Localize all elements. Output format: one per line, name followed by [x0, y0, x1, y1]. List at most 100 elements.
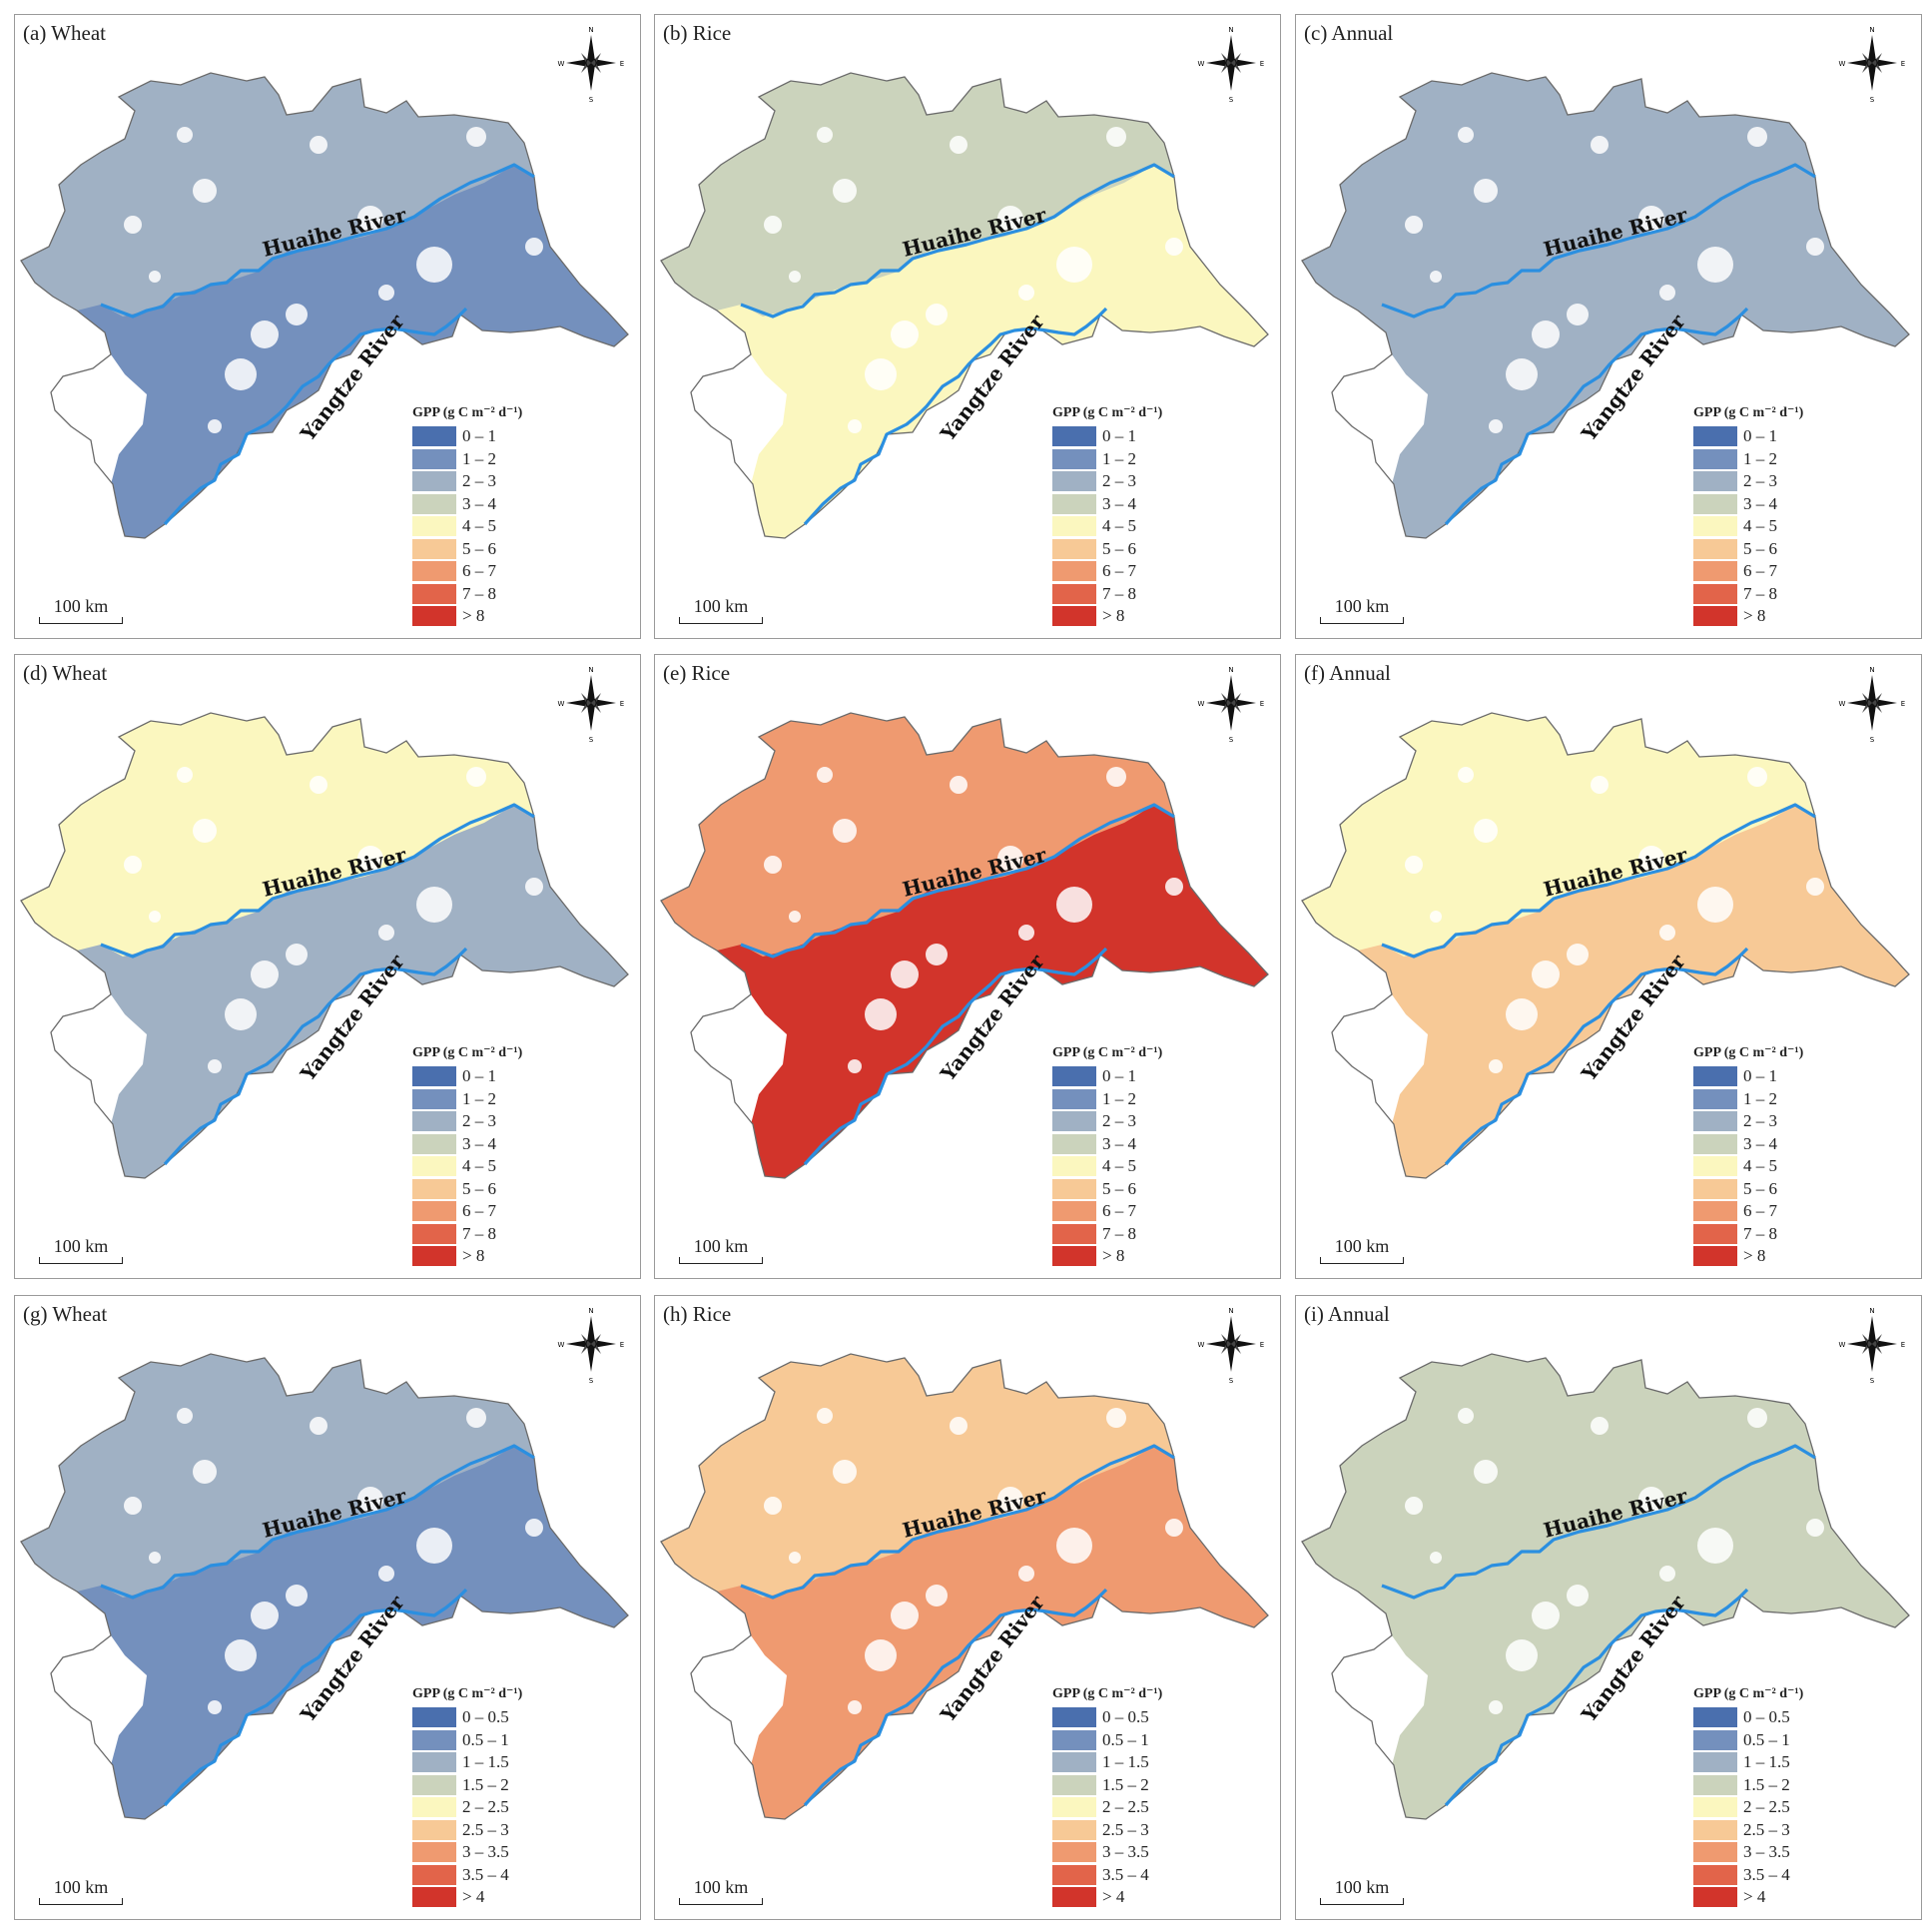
urban-area — [1638, 206, 1664, 232]
urban-area — [416, 247, 452, 283]
legend-swatch — [412, 1088, 456, 1109]
legend-swatch — [1693, 1774, 1737, 1795]
urban-area — [764, 1497, 782, 1515]
urban-area — [1506, 998, 1538, 1030]
legend-label: 0.5 – 1 — [462, 1729, 509, 1749]
legend-swatch — [1052, 1707, 1096, 1728]
region-south-fill — [691, 1446, 1268, 1819]
panel-title: (h) Rice — [663, 1302, 732, 1326]
legend-swatch — [1052, 1201, 1096, 1222]
no-data-area — [691, 994, 787, 1124]
compass-rose-icon: N S W E — [1837, 1304, 1907, 1385]
legend-label: 0 – 0.5 — [1743, 1707, 1790, 1727]
legend-swatch — [1052, 493, 1096, 514]
legend-swatch — [1052, 1156, 1096, 1177]
legend-label: 5 – 6 — [462, 538, 496, 558]
legend-item: 3 – 4 — [1052, 1133, 1162, 1156]
scale-bar: 100 km — [39, 1236, 123, 1264]
region-south-fill — [1332, 805, 1909, 1178]
urban-area — [149, 271, 161, 283]
legend-label: 1 – 1.5 — [1102, 1752, 1149, 1772]
legend-item: 6 – 7 — [412, 1200, 522, 1223]
urban-area — [310, 136, 327, 154]
legend-swatch — [1693, 538, 1737, 559]
legend-label: 7 – 8 — [462, 1223, 496, 1243]
map-panel: Huaihe River Yangtze River (g) Wheat N S W E GP… — [14, 1295, 641, 1920]
legend-item: 2 – 3 — [1693, 470, 1803, 493]
legend-item: 7 – 8 — [1052, 1223, 1162, 1246]
compass-s-label: S — [1229, 1377, 1234, 1384]
no-data-area — [691, 354, 787, 484]
urban-area — [1165, 238, 1183, 256]
legend-item: 6 – 7 — [1052, 560, 1162, 583]
urban-area — [1532, 321, 1560, 348]
legend-swatch — [412, 1819, 456, 1840]
legend-swatch — [1693, 583, 1737, 604]
legend-label: 5 – 6 — [1102, 538, 1136, 558]
urban-area — [1697, 247, 1733, 283]
region-south-fill — [1332, 165, 1909, 538]
legend-swatch — [412, 1752, 456, 1773]
legend-label: > 8 — [1102, 606, 1125, 626]
legend-item: > 8 — [1052, 1245, 1162, 1268]
region-south-fill — [1332, 1446, 1909, 1819]
compass-n-label: N — [1228, 666, 1233, 674]
compass-e-label: E — [1260, 700, 1264, 708]
legend-swatch — [412, 1246, 456, 1267]
legend-label: 1 – 2 — [462, 1088, 496, 1108]
no-data-area — [1332, 1635, 1428, 1765]
scale-bar-label: 100 km — [693, 1877, 749, 1897]
legend-item: 0 – 0.5 — [412, 1706, 522, 1729]
scale-bar-line — [1320, 617, 1404, 624]
urban-area — [1489, 1700, 1503, 1714]
panel-title: (a) Wheat — [23, 21, 106, 45]
legend-swatch — [412, 606, 456, 627]
legend-item: 1 – 1.5 — [1693, 1751, 1803, 1774]
compass-e-label: E — [1901, 700, 1905, 708]
legend-swatch — [1052, 561, 1096, 582]
legend-item: 5 – 6 — [412, 1178, 522, 1201]
legend-label: > 8 — [462, 606, 485, 626]
urban-area — [1591, 776, 1609, 794]
legend-swatch — [1052, 1066, 1096, 1087]
legend-item: 0 – 1 — [1693, 1065, 1803, 1088]
urban-area — [1506, 1639, 1538, 1671]
urban-area — [1056, 887, 1092, 923]
compass-w-label: W — [1839, 700, 1846, 708]
compass-n-label: N — [1869, 26, 1874, 34]
compass-n-label: N — [588, 1307, 593, 1315]
urban-area — [1697, 887, 1733, 923]
region-boundary — [660, 72, 1269, 539]
urban-area — [1405, 856, 1423, 874]
urban-area — [251, 321, 279, 348]
legend-swatch — [412, 583, 456, 604]
compass-s-label: S — [1229, 96, 1234, 103]
urban-area — [466, 127, 486, 147]
scale-bar-line — [1320, 1257, 1404, 1264]
legend-label: 1 – 1.5 — [462, 1752, 509, 1772]
legend-swatch — [1693, 1201, 1737, 1222]
legend-item: > 8 — [412, 605, 522, 628]
legend-item: 0.5 – 1 — [412, 1729, 522, 1752]
compass-rose-icon: N S W E — [1196, 663, 1266, 744]
urban-area — [926, 304, 948, 325]
legend-label: 2 – 3 — [1743, 471, 1777, 491]
legend-swatch — [1052, 1842, 1096, 1863]
legend: GPP (g C m⁻² d⁻¹) 0 – 0.5 0.5 – 1 1 – 1.5 1.… — [412, 1685, 522, 1909]
legend-swatch — [412, 1707, 456, 1728]
legend-swatch — [1693, 1819, 1737, 1840]
legend-label: 1 – 1.5 — [1743, 1752, 1790, 1772]
urban-area — [357, 206, 383, 232]
scale-bar-line — [1320, 1898, 1404, 1905]
legend-swatch — [1693, 1752, 1737, 1773]
legend-swatch — [1052, 1111, 1096, 1132]
legend-swatch — [1693, 1178, 1737, 1199]
urban-area — [1659, 925, 1675, 941]
legend-label: 2.5 – 3 — [462, 1819, 509, 1839]
urban-area — [124, 856, 142, 874]
legend-label: 6 – 7 — [1743, 561, 1777, 581]
